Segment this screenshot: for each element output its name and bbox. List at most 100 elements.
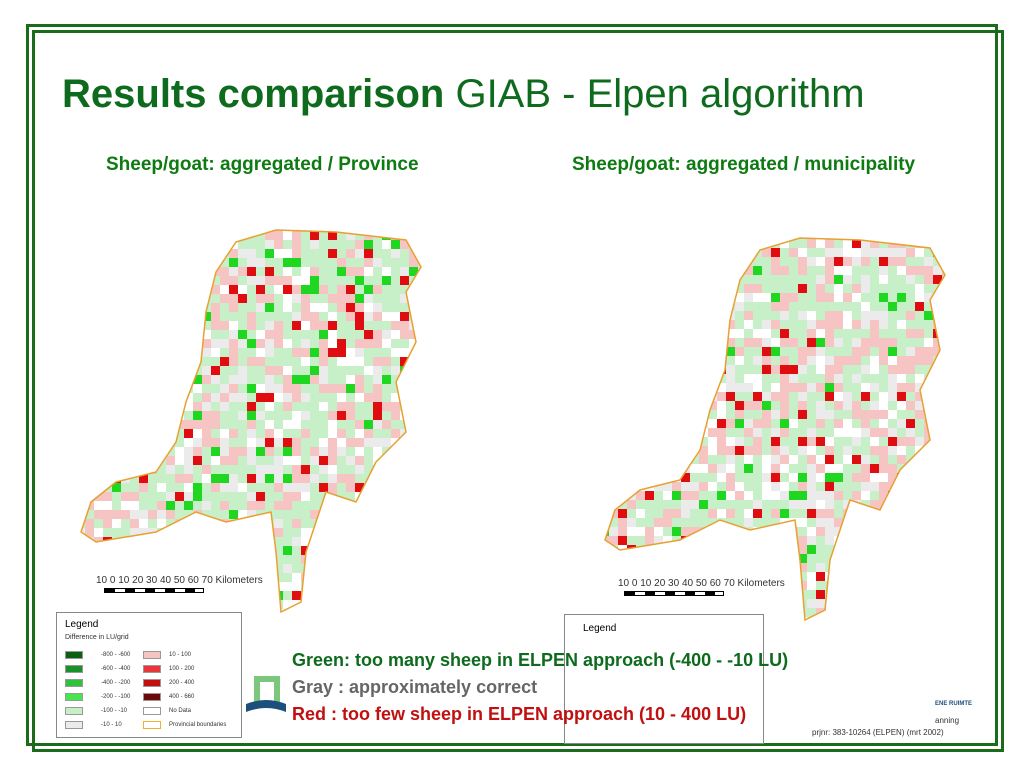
grid-cell bbox=[364, 240, 373, 249]
grid-cell bbox=[409, 546, 418, 555]
grid-cell bbox=[238, 267, 247, 276]
grid-cell bbox=[605, 491, 609, 500]
grid-cell bbox=[103, 438, 112, 447]
grid-cell bbox=[310, 285, 319, 294]
grid-cell bbox=[879, 419, 888, 428]
grid-cell bbox=[717, 536, 726, 545]
grid-cell bbox=[310, 357, 319, 366]
grid-cell bbox=[202, 249, 211, 258]
grid-cell bbox=[627, 563, 636, 572]
grid-cell bbox=[265, 582, 274, 591]
grid-cell bbox=[834, 338, 843, 347]
grid-cell bbox=[870, 266, 879, 275]
grid-cell bbox=[816, 563, 825, 572]
grid-cell bbox=[825, 329, 834, 338]
grid-cell bbox=[346, 357, 355, 366]
grid-cell bbox=[283, 366, 292, 375]
grid-cell bbox=[789, 428, 798, 437]
grid-cell bbox=[121, 294, 130, 303]
grid-cell bbox=[816, 599, 825, 608]
grid-cell bbox=[382, 483, 391, 492]
grid-cell bbox=[418, 321, 421, 330]
grid-cell bbox=[112, 411, 121, 420]
grid-cell bbox=[283, 600, 292, 609]
grid-cell bbox=[852, 392, 861, 401]
grid-cell bbox=[256, 348, 265, 357]
grid-cell bbox=[645, 455, 654, 464]
grid-cell bbox=[256, 249, 265, 258]
grid-cell bbox=[852, 608, 861, 617]
grid-cell bbox=[672, 266, 681, 275]
grid-cell bbox=[843, 338, 852, 347]
grid-cell bbox=[310, 474, 319, 483]
grid-cell bbox=[618, 536, 627, 545]
legend-swatch bbox=[143, 693, 161, 701]
grid-cell bbox=[816, 446, 825, 455]
grid-cell bbox=[310, 483, 319, 492]
grid-cell bbox=[301, 411, 310, 420]
grid-cell bbox=[121, 501, 130, 510]
grid-cell bbox=[157, 420, 166, 429]
grid-cell bbox=[211, 492, 220, 501]
grid-cell bbox=[951, 599, 960, 608]
grid-cell bbox=[427, 537, 436, 546]
grid-cell bbox=[184, 420, 193, 429]
grid-cell bbox=[418, 393, 421, 402]
grid-cell bbox=[256, 600, 265, 609]
grid-cell bbox=[771, 284, 780, 293]
grid-cell bbox=[618, 464, 627, 473]
grid-cell bbox=[834, 248, 843, 257]
grid-cell bbox=[636, 527, 645, 536]
grid-cell bbox=[274, 420, 283, 429]
grid-cell bbox=[112, 357, 121, 366]
grid-cell bbox=[816, 401, 825, 410]
grid-cell bbox=[355, 564, 364, 573]
grid-cell bbox=[283, 240, 292, 249]
grid-cell bbox=[112, 375, 121, 384]
grid-cell bbox=[346, 258, 355, 267]
grid-cell bbox=[211, 366, 220, 375]
grid-cell bbox=[220, 258, 229, 267]
grid-cell bbox=[654, 248, 663, 257]
grid-cell bbox=[807, 608, 816, 617]
grid-cell bbox=[382, 528, 391, 537]
grid-cell bbox=[843, 545, 852, 554]
grid-cell bbox=[843, 275, 852, 284]
grid-cell bbox=[825, 446, 834, 455]
grid-cell bbox=[346, 339, 355, 348]
grid-cell bbox=[879, 428, 888, 437]
grid-cell bbox=[906, 419, 915, 428]
grid-cell bbox=[609, 500, 618, 509]
grid-cell bbox=[427, 276, 436, 285]
grid-cell bbox=[690, 356, 699, 365]
grid-cell bbox=[807, 536, 816, 545]
grid-cell bbox=[753, 302, 762, 311]
grid-cell bbox=[636, 311, 645, 320]
grid-cell bbox=[130, 447, 139, 456]
grid-cell bbox=[148, 474, 157, 483]
grid-cell bbox=[681, 527, 690, 536]
grid-cell bbox=[735, 455, 744, 464]
grid-cell bbox=[951, 401, 960, 410]
grid-cell bbox=[319, 537, 328, 546]
grid-cell bbox=[247, 420, 256, 429]
grid-cell bbox=[942, 374, 945, 383]
grid-cell bbox=[888, 536, 897, 545]
grid-cell bbox=[861, 527, 870, 536]
grid-cell bbox=[94, 267, 103, 276]
legend-title: Legend bbox=[65, 619, 99, 630]
grid-cell bbox=[609, 455, 618, 464]
grid-cell bbox=[699, 464, 708, 473]
grid-cell bbox=[915, 590, 924, 599]
grid-cell bbox=[193, 240, 202, 249]
slide-frame-inner bbox=[32, 30, 1004, 752]
grid-cell bbox=[337, 438, 346, 447]
grid-cell bbox=[94, 411, 103, 420]
grid-cell bbox=[256, 528, 265, 537]
grid-cell bbox=[202, 510, 211, 519]
grid-cell bbox=[735, 320, 744, 329]
grid-cell bbox=[834, 302, 843, 311]
grid-cell bbox=[292, 591, 301, 600]
grid-cell bbox=[328, 357, 337, 366]
grid-cell bbox=[843, 238, 852, 239]
